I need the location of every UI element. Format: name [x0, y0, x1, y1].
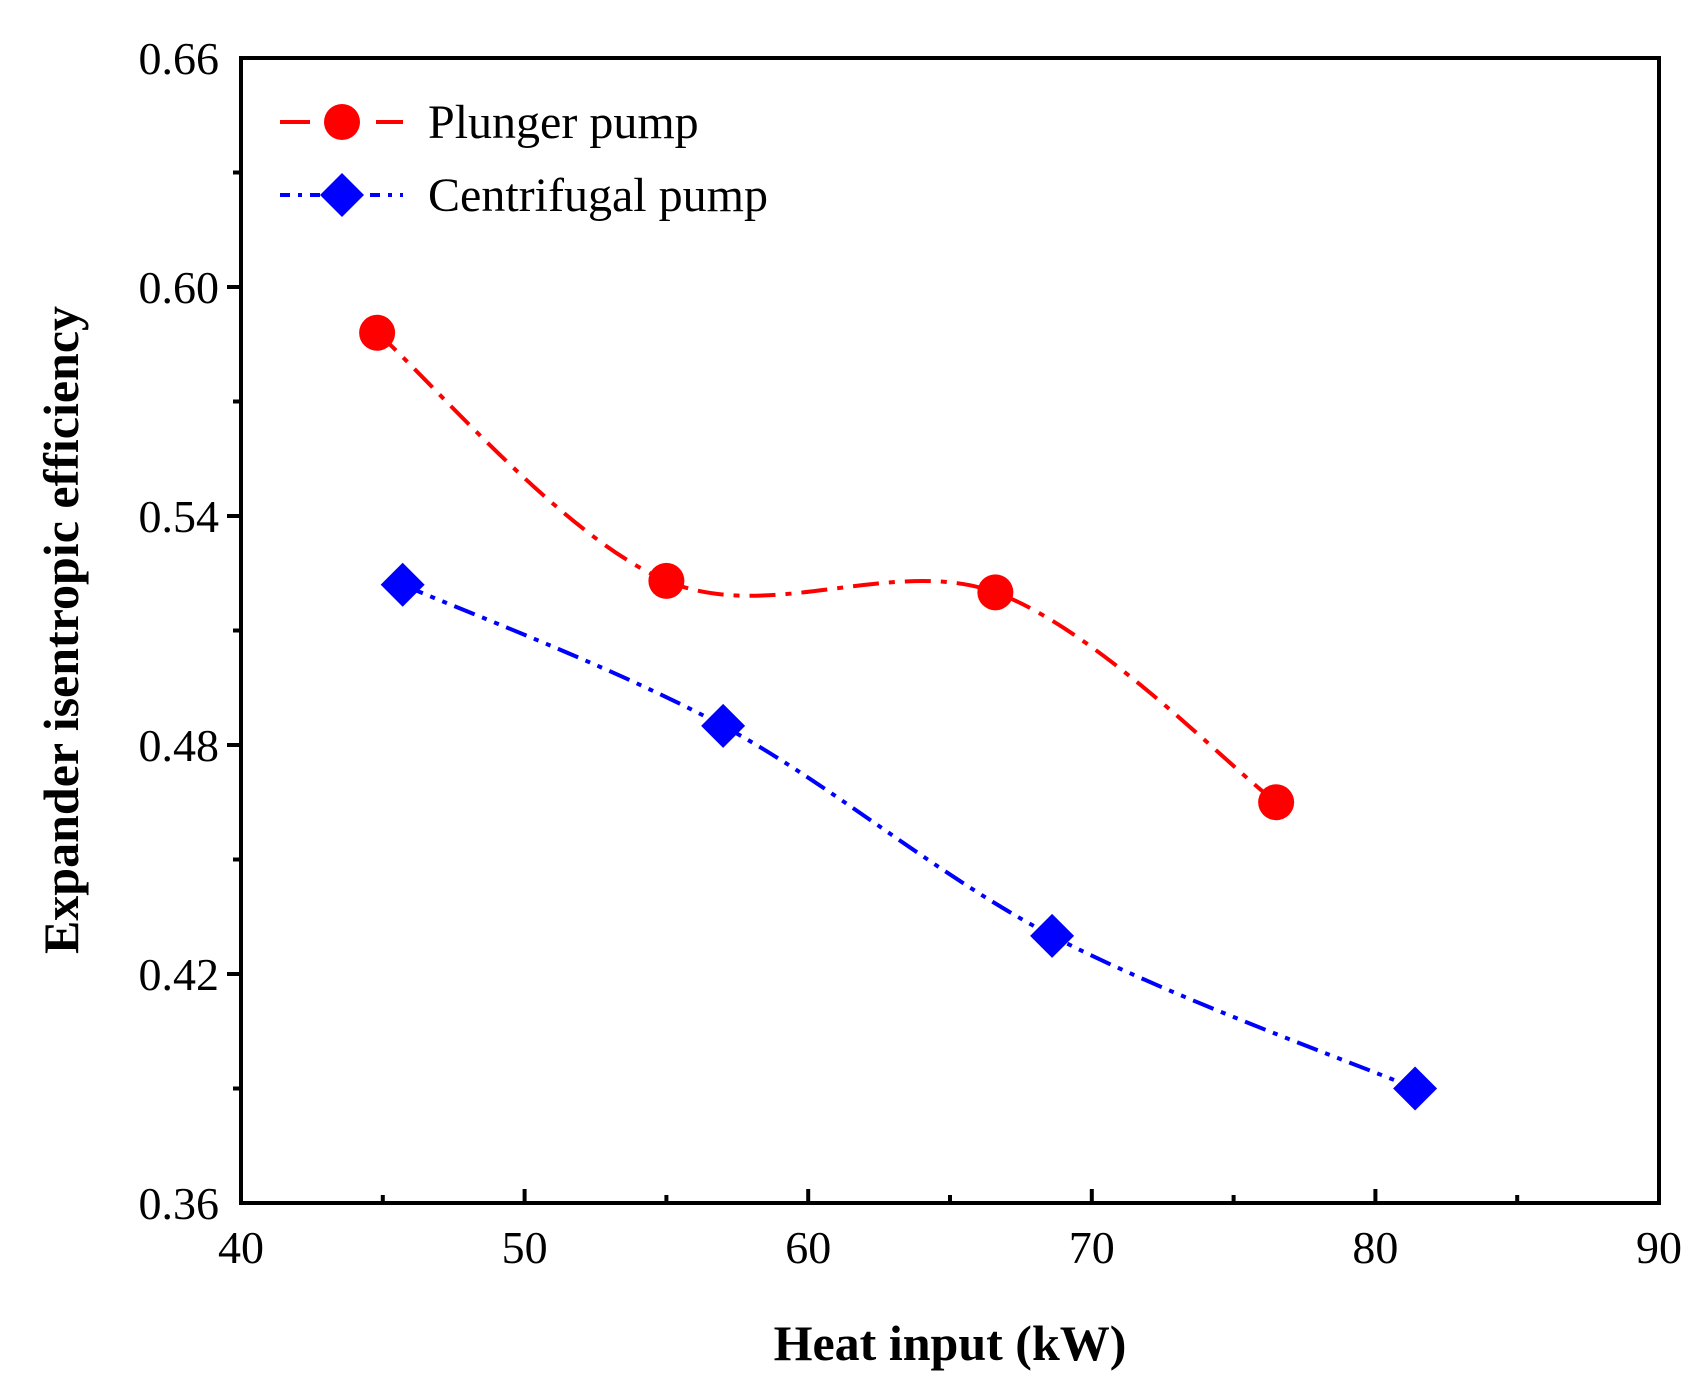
data-point-diamond — [380, 562, 425, 607]
x-axis-title: Heat input (kW) — [774, 1315, 1127, 1371]
x-tick-label: 80 — [1352, 1222, 1398, 1273]
plot-frame — [239, 56, 1661, 1205]
data-point-diamond — [701, 703, 746, 748]
y-tick-label: 0.60 — [139, 262, 220, 313]
legend-label: Centrifugal pump — [428, 169, 768, 222]
series-line — [401, 582, 1416, 1091]
x-tick-label: 90 — [1636, 1222, 1682, 1273]
plot-marks — [359, 314, 1438, 1111]
series-line — [375, 331, 1278, 804]
legend-label: Plunger pump — [428, 96, 699, 149]
y-axis-title: Expander isentropic efficiency — [33, 306, 89, 954]
data-point-circle — [1258, 784, 1295, 821]
x-tick-label: 50 — [502, 1222, 548, 1273]
data-point-circle — [648, 562, 685, 599]
y-tick-label: 0.66 — [139, 33, 220, 84]
data-point-diamond — [1393, 1066, 1438, 1111]
legend: Plunger pump Centrifugal pump — [280, 96, 768, 222]
data-point-circle — [359, 314, 396, 351]
y-tick-label: 0.54 — [139, 491, 220, 542]
data-point-circle — [977, 574, 1014, 611]
data-point-diamond — [1030, 913, 1075, 958]
y-tick-label: 0.36 — [139, 1178, 220, 1229]
y-tick-label: 0.48 — [139, 720, 220, 771]
legend-marker — [324, 104, 360, 140]
axes: 40 50 60 70 80 90 0.36 0.42 0.48 0.54 0.60 0.66 — [139, 33, 1683, 1273]
legend-marker — [320, 173, 364, 217]
x-tick-label: 60 — [785, 1222, 831, 1273]
y-tick-label: 0.42 — [139, 949, 220, 1000]
x-tick-label: 40 — [218, 1222, 264, 1273]
x-tick-label: 70 — [1069, 1222, 1115, 1273]
